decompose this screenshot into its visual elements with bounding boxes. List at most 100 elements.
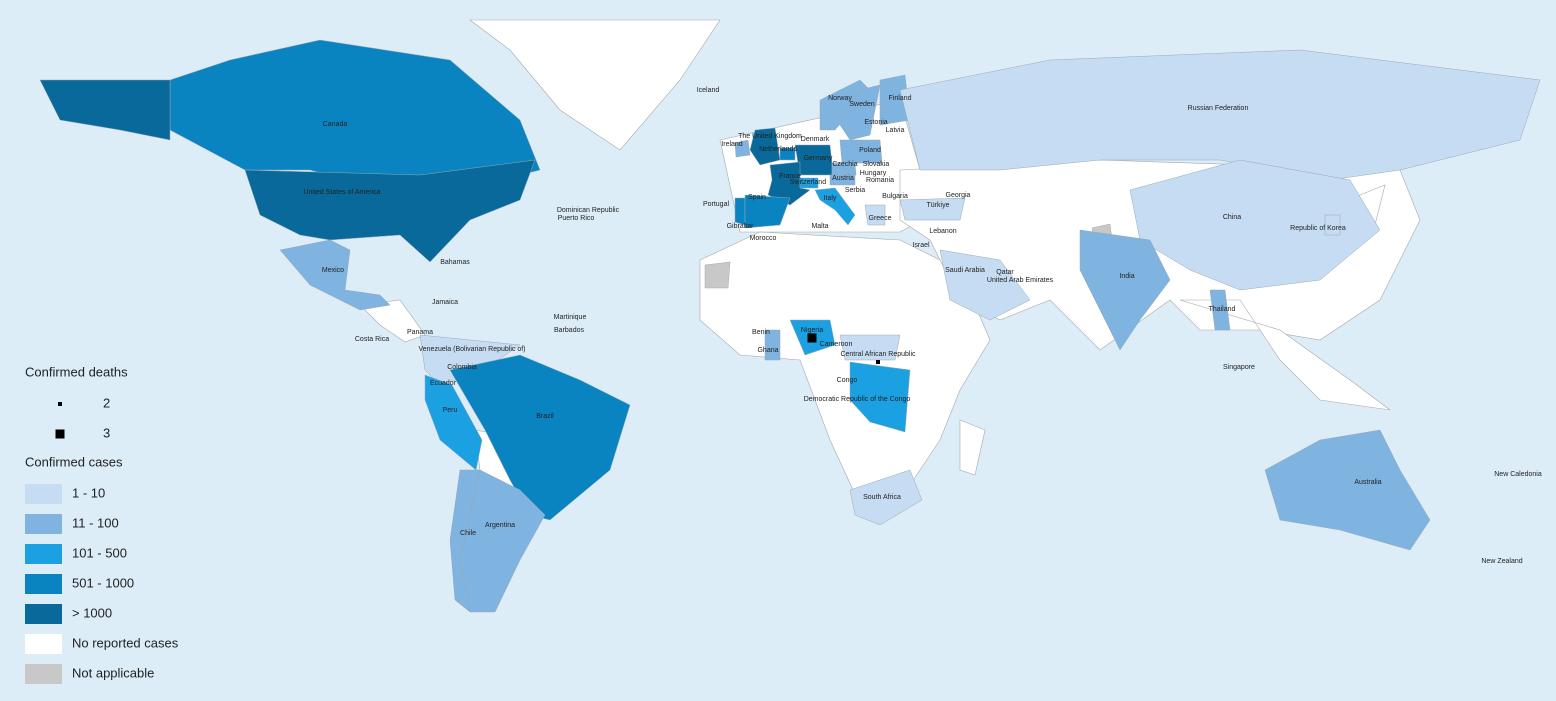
country-label: Ecuador xyxy=(430,380,457,387)
country-shape xyxy=(39,79,171,141)
country-label: Italy xyxy=(824,195,837,202)
deaths-legend-symbol xyxy=(55,429,65,439)
countries xyxy=(39,39,1541,613)
country-label: Germany xyxy=(804,155,833,162)
country-label: Norway xyxy=(828,95,852,102)
death-marker xyxy=(876,360,880,364)
country-shape xyxy=(1129,159,1381,291)
cases-legend-label: Not applicable xyxy=(72,665,154,680)
country-shape xyxy=(749,127,781,166)
country-label: Morocco xyxy=(750,235,777,242)
country-label: Iceland xyxy=(697,87,720,94)
country-shape xyxy=(1324,214,1341,236)
country-label: Nigeria xyxy=(801,327,823,334)
country-label: Spain xyxy=(748,194,766,201)
country-label: New Caledonia xyxy=(1494,471,1542,478)
cases-legend-swatch xyxy=(25,484,62,504)
country-label: Canada xyxy=(323,121,348,128)
country-label: India xyxy=(1119,273,1134,280)
country-label: Estonia xyxy=(864,119,887,126)
country-labels: Canada United States of America Mexico Baha… xyxy=(303,87,1541,565)
country-shape xyxy=(814,187,856,226)
country-label: Chile xyxy=(460,530,476,537)
country-shape xyxy=(1209,289,1231,331)
country-label: Poland xyxy=(859,147,881,154)
country-label: Netherlands xyxy=(759,146,797,153)
country-label: Lebanon xyxy=(929,228,956,235)
country-shape xyxy=(169,39,541,201)
country-label: Russian Federation xyxy=(1188,105,1249,112)
cases-legend-swatch xyxy=(25,574,62,594)
country-label: Peru xyxy=(443,407,458,414)
country-label: Qatar xyxy=(996,269,1014,276)
cases-legend-label: 501 - 1000 xyxy=(72,575,134,590)
country-label: Barbados xyxy=(554,327,584,334)
country-label: Portugal xyxy=(703,201,730,208)
country-label: Mexico xyxy=(322,267,344,274)
cases-legend-title: Confirmed cases xyxy=(25,454,123,469)
country-label: South Africa xyxy=(863,494,901,501)
country-label: Benin xyxy=(752,329,770,336)
country-label: Puerto Rico xyxy=(558,215,595,222)
country-label: United States of America xyxy=(303,189,380,196)
cases-legend-swatch xyxy=(25,604,62,624)
country-label: Argentina xyxy=(485,522,515,529)
country-shape xyxy=(799,177,819,189)
deaths-legend-title: Confirmed deaths xyxy=(25,364,128,379)
country-label: Colombia xyxy=(447,364,477,371)
country-label: Panama xyxy=(407,329,433,336)
legend: Confirmed deaths Confirmed cases 2 3 1 - 1… xyxy=(25,364,179,684)
death-marker xyxy=(807,333,817,343)
country-label: Switzerland xyxy=(790,179,826,186)
country-shape xyxy=(939,249,1031,321)
country-label: Finland xyxy=(889,95,912,102)
country-shape xyxy=(899,197,966,221)
country-label: Greece xyxy=(869,215,892,222)
country-label: Dominican Republic xyxy=(557,207,620,214)
country-label: Bulgaria xyxy=(882,193,908,200)
deaths-legend-label: 3 xyxy=(103,425,110,440)
country-shape xyxy=(839,139,883,164)
country-shape xyxy=(1079,229,1171,351)
country-label: Venezuela (Bolivarian Republic of) xyxy=(418,346,525,353)
country-label: Ghana xyxy=(757,347,778,354)
country-label: Brazil xyxy=(536,413,554,420)
country-label: Hungary xyxy=(860,170,887,177)
not-applicable-area xyxy=(704,261,731,289)
country-label: Democratic Republic of the Congo xyxy=(804,396,911,403)
country-shape xyxy=(864,204,886,226)
country-shape xyxy=(734,139,751,158)
country-shape xyxy=(839,84,881,141)
country-label: Bahamas xyxy=(440,259,470,266)
cases-legend-swatch xyxy=(25,664,62,684)
country-shape xyxy=(779,147,796,161)
country-label: Gibraltar xyxy=(727,223,755,230)
country-shape xyxy=(849,469,923,526)
deaths-legend-symbol xyxy=(58,402,62,406)
country-shape xyxy=(839,334,901,361)
cases-legend-label: 11 - 100 xyxy=(72,515,119,530)
country-shape xyxy=(831,162,857,176)
country-shape xyxy=(829,174,856,186)
country-label: The United Kingdom xyxy=(738,133,802,140)
country-label: Denmark xyxy=(801,136,830,143)
country-label: United Arab Emirates xyxy=(987,277,1054,284)
cases-legend-swatch xyxy=(25,634,62,654)
country-shape xyxy=(744,194,791,229)
madagascar xyxy=(959,419,986,476)
central-america xyxy=(359,299,426,343)
country-shape xyxy=(734,197,746,226)
country-label: China xyxy=(1223,214,1241,221)
deaths-legend-label: 2 xyxy=(103,395,110,410)
country-label: Thailand xyxy=(1209,306,1236,313)
country-label: Romania xyxy=(866,177,894,184)
country-label: Latvia xyxy=(886,127,905,134)
country-label: Central African Republic xyxy=(840,351,916,358)
country-label: Slovakia xyxy=(863,161,890,168)
greenland xyxy=(469,19,721,151)
country-label: Georgia xyxy=(946,192,971,199)
country-label: Ireland xyxy=(721,141,743,148)
africa xyxy=(699,231,991,506)
country-shape xyxy=(899,49,1541,181)
